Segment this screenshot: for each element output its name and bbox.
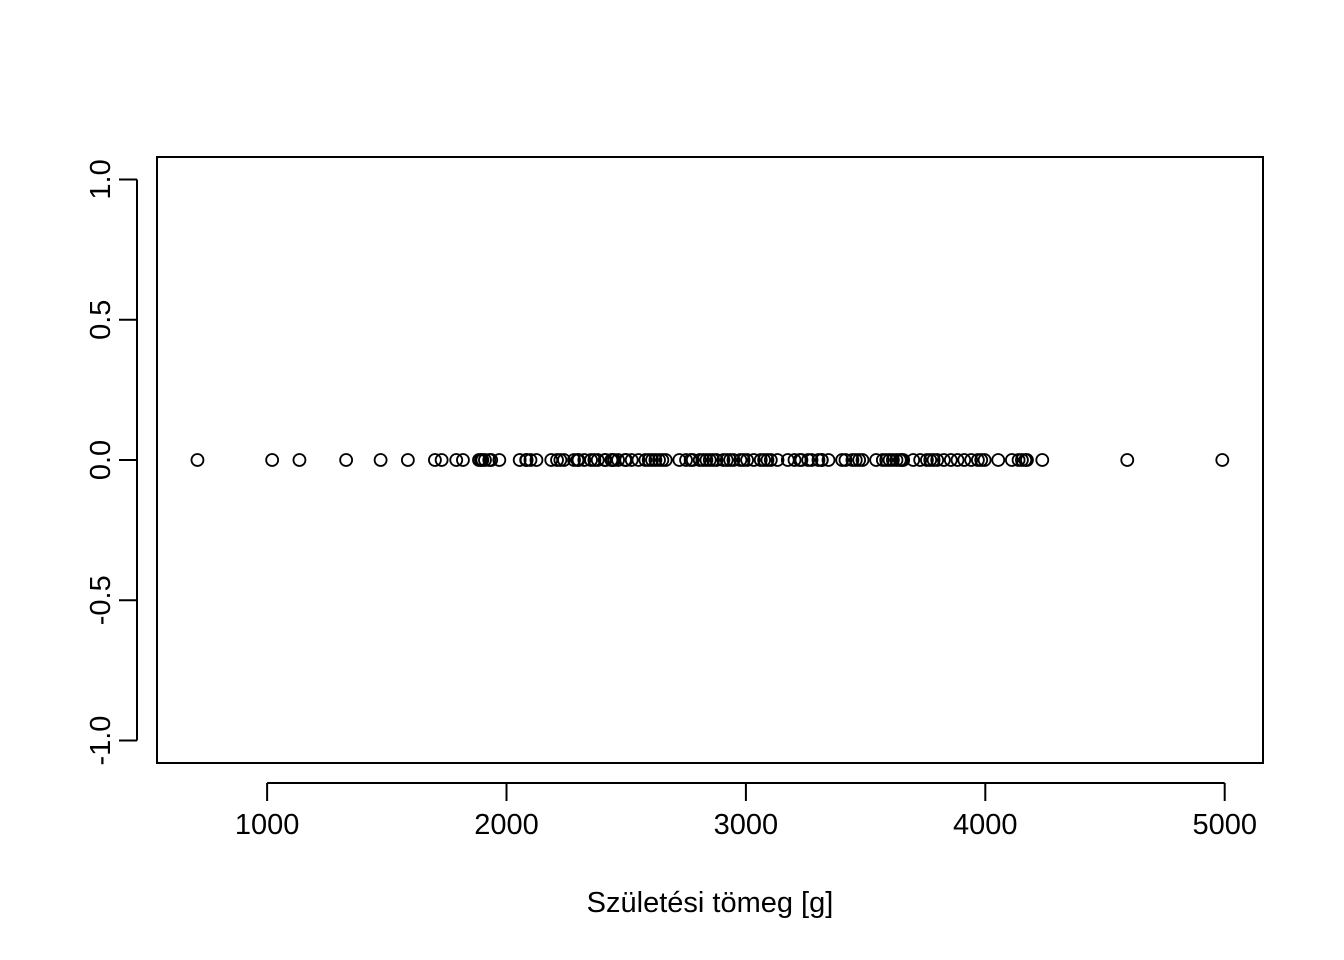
data-point: [936, 453, 951, 467]
data-point: [553, 453, 568, 467]
data-point: [709, 453, 724, 467]
data-point: [1215, 453, 1230, 467]
data-point: [885, 453, 900, 467]
data-point: [787, 453, 802, 467]
data-point: [926, 453, 941, 467]
data-point: [770, 453, 785, 467]
data-point: [855, 453, 870, 467]
data-point: [906, 453, 921, 467]
x-tick-label: 4000: [953, 809, 1018, 841]
data-point: [977, 453, 992, 467]
y-tick-label: -0.5: [85, 575, 117, 625]
data-point: [373, 453, 388, 467]
x-tick-label: 1000: [235, 809, 300, 841]
data-point: [794, 453, 809, 467]
x-tick-label: 2000: [474, 809, 539, 841]
y-tick-label: 0.0: [85, 440, 117, 480]
data-point: [726, 453, 741, 467]
data-point: [964, 453, 979, 467]
data-point: [456, 453, 470, 467]
data-point: [484, 453, 499, 467]
data-point: [1020, 453, 1034, 467]
data-point: [679, 453, 693, 467]
data-point: [523, 453, 538, 467]
data-point: [1120, 453, 1135, 467]
data-points: [190, 453, 1230, 467]
data-point: [821, 453, 836, 467]
x-axis: 1000 2000 3000 4000 5000: [235, 782, 1257, 841]
data-point: [492, 453, 507, 467]
data-point: [736, 453, 751, 467]
data-point: [746, 453, 761, 467]
data-point: [631, 453, 646, 467]
data-point: [763, 453, 778, 467]
data-point: [869, 453, 884, 467]
data-point: [740, 453, 755, 467]
y-tick-label: -1.0: [85, 716, 117, 766]
data-point: [814, 453, 829, 467]
x-tick-label: 3000: [714, 809, 779, 841]
plot-frame: [156, 156, 1264, 764]
data-point: [478, 453, 492, 467]
data-point: [1004, 453, 1019, 467]
data-point: [449, 453, 464, 467]
data-point: [611, 453, 625, 467]
data-point: [512, 453, 527, 467]
data-point: [292, 453, 307, 467]
data-point: [930, 453, 945, 467]
data-point: [896, 453, 911, 467]
y-tick-label: 0.5: [85, 300, 117, 340]
data-point: [957, 453, 972, 467]
data-point: [519, 453, 534, 467]
data-point: [913, 453, 928, 467]
y-tick-label: 1.0: [85, 159, 117, 199]
data-point: [400, 453, 415, 467]
data-point: [950, 453, 965, 467]
data-point: [590, 453, 605, 467]
data-point: [943, 453, 958, 467]
data-point: [658, 453, 673, 467]
x-tick-label: 5000: [1192, 809, 1257, 841]
data-point: [557, 453, 571, 467]
data-point: [838, 453, 853, 467]
data-point: [190, 453, 205, 467]
data-point: [428, 453, 442, 467]
data-point: [648, 453, 663, 467]
data-point: [577, 453, 592, 467]
x-axis-title: Születési tömeg [g]: [587, 887, 834, 919]
data-point: [339, 453, 354, 467]
data-point: [1035, 453, 1050, 467]
y-axis: -1.0 -0.5 0.0 0.5 1.0: [85, 159, 138, 766]
data-point: [434, 453, 449, 467]
data-point: [624, 453, 639, 467]
data-point: [685, 453, 700, 467]
data-point: [529, 453, 544, 467]
data-point: [804, 453, 819, 467]
data-point: [265, 453, 280, 467]
data-point: [991, 453, 1006, 467]
